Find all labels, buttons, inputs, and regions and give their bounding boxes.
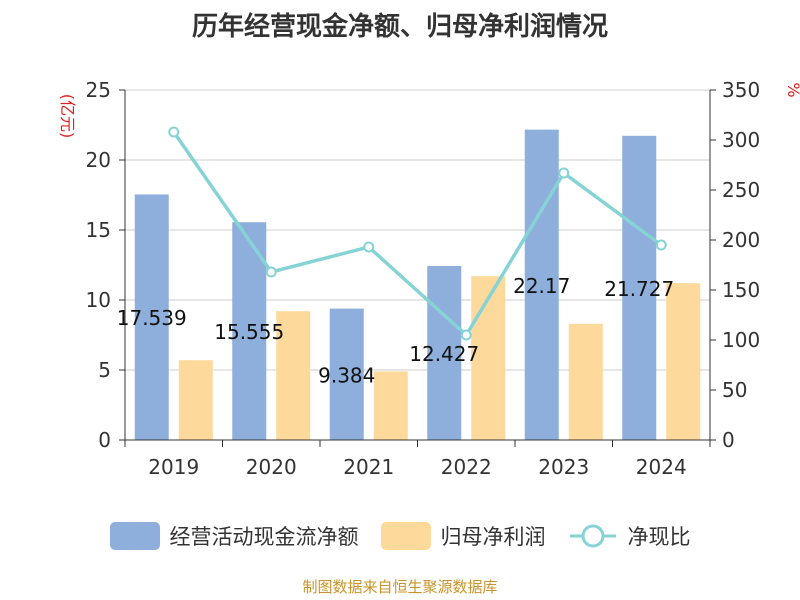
legend-label-cash-ratio: 净现比 xyxy=(627,525,691,549)
bar-cashflow xyxy=(134,194,169,440)
data-label-cashflow: 15.555 xyxy=(214,320,284,344)
grid-lines xyxy=(125,89,710,371)
line-point xyxy=(558,167,570,179)
data-label-cashflow: 21.727 xyxy=(604,277,674,301)
line-point xyxy=(168,126,180,138)
left-axis-tick-label: 10 xyxy=(86,288,111,312)
legend-item-cash-ratio[interactable]: 净现比 xyxy=(568,521,691,551)
right-axis-tick-label: 150 xyxy=(722,278,760,302)
bar-series xyxy=(134,129,701,440)
right-axis-tick-label: 300 xyxy=(722,128,760,152)
right-axis-tick-label: 50 xyxy=(722,378,747,402)
right-axis-tick-label: 0 xyxy=(722,428,735,452)
bar-cashflow xyxy=(622,135,657,440)
bar-net-profit xyxy=(178,360,213,440)
x-axis-tick-label: 2023 xyxy=(538,455,589,479)
bar-net-profit xyxy=(373,371,408,440)
legend-line-marker-icon xyxy=(569,524,616,548)
bar-net-profit xyxy=(666,283,701,440)
bar-cashflow xyxy=(524,129,559,440)
legend-swatch-net-profit xyxy=(380,522,431,550)
right-axis-unit: % xyxy=(784,82,800,97)
x-axis-tick-label: 2019 xyxy=(148,455,199,479)
legend-label-net-profit: 归母净利润 xyxy=(440,525,546,549)
bar-net-profit xyxy=(471,276,506,440)
legend-swatch-cashflow xyxy=(109,522,160,550)
left-axis-unit: (亿元) xyxy=(58,94,77,139)
bar-net-profit xyxy=(276,311,311,440)
line-point xyxy=(460,329,472,341)
left-axis-tick-label: 0 xyxy=(98,428,111,452)
x-axis-tick-label: 2022 xyxy=(441,455,492,479)
data-label-cashflow: 12.427 xyxy=(409,342,479,366)
right-axis-tick-label: 350 xyxy=(722,78,760,102)
right-axis-tick-label: 250 xyxy=(722,178,760,202)
legend-item-net-profit[interactable]: 归母净利润 xyxy=(380,521,546,551)
source-footer: 制图数据来自恒生聚源数据库 xyxy=(302,578,498,596)
line-point xyxy=(655,239,667,251)
left-axis-tick-label: 25 xyxy=(86,78,111,102)
right-axis-tick-label: 100 xyxy=(722,328,760,352)
chart-title: 历年经营现金净额、归母净利润情况 xyxy=(191,12,608,42)
x-axis-tick-label: 2021 xyxy=(343,455,394,479)
data-labels: 17.539 15.555 9.384 12.427 22.17 21.727 xyxy=(117,274,674,388)
data-label-cashflow: 22.17 xyxy=(513,274,570,298)
line-cash-ratio xyxy=(172,130,663,338)
line-series xyxy=(168,126,667,341)
x-axis-tick-label: 2024 xyxy=(636,455,687,479)
line-point xyxy=(265,266,277,278)
left-axis-tick-label: 5 xyxy=(98,358,111,382)
bar-net-profit xyxy=(568,323,603,440)
line-point xyxy=(363,241,375,253)
legend: 经营活动现金流净额 归母净利润 净现比 xyxy=(0,516,800,556)
legend-label-cashflow: 经营活动现金流净额 xyxy=(169,525,359,549)
left-axis-tick-label: 15 xyxy=(86,218,111,242)
bar-cashflow xyxy=(329,308,364,440)
right-axis-tick-label: 200 xyxy=(722,228,760,252)
axes: 0510152025050100150200250300350(亿元)%2019… xyxy=(58,78,800,479)
legend-item-cashflow[interactable]: 经营活动现金流净额 xyxy=(109,521,359,551)
bar-cashflow xyxy=(427,266,462,440)
left-axis-tick-label: 20 xyxy=(86,148,111,172)
data-label-cashflow: 17.539 xyxy=(117,306,187,330)
data-label-cashflow: 9.384 xyxy=(318,363,375,387)
x-axis-tick-label: 2020 xyxy=(246,455,297,479)
